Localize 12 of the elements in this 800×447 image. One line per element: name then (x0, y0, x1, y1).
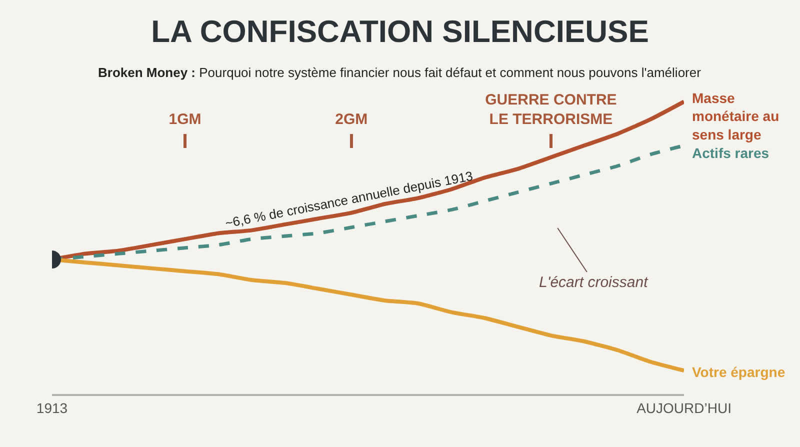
series-label: Masse monétaire au sens large (692, 90, 780, 142)
x-tick-label: GUERRE CONTRE LE TERRORISME (485, 92, 617, 128)
x-tick-label: 1913 (36, 400, 68, 416)
x-tick-label: AUJOURD’HUI (636, 400, 732, 416)
x-tick-label: 2GM (335, 111, 368, 128)
annotation: ~6,6 % de croissance annuelle depuis 1913 (224, 168, 474, 231)
x-tick-label: 1GM (168, 111, 202, 128)
series-label: Actifs rares (692, 145, 770, 161)
series-label: Votre épargne (692, 364, 786, 380)
chart-title: LA CONFISCATION SILENCIEUSE (151, 14, 649, 49)
chart-subtitle: Broken Money : Pourquoi notre système financier nous fait défaut et comment nous pouvons l'améliorer (98, 65, 702, 80)
annotation: L'écart croissant (539, 274, 649, 291)
